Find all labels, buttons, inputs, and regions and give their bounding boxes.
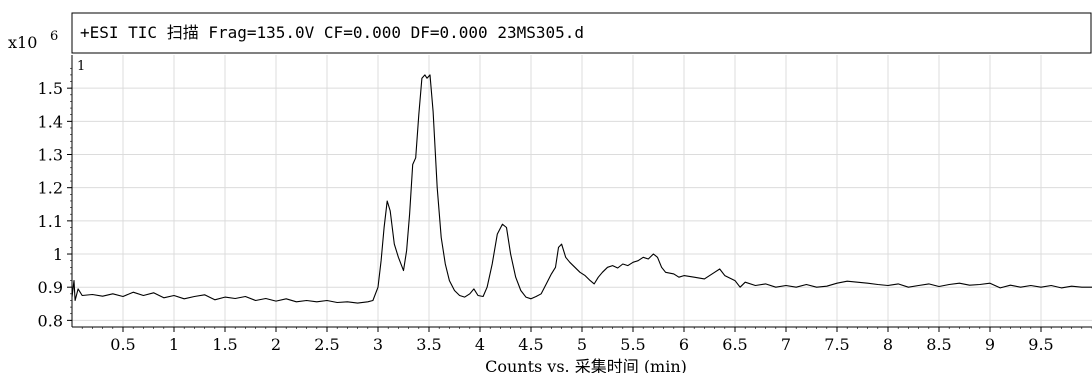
x-tick-label: 8 — [883, 335, 893, 354]
x-tick-label: 1 — [169, 335, 179, 354]
x-tick-label: 2.5 — [314, 335, 339, 354]
y-tick-label: 1.5 — [38, 79, 63, 98]
x-tick-label: 3 — [373, 335, 383, 354]
x-tick-label: 2 — [271, 335, 281, 354]
axes — [67, 55, 1092, 332]
y-tick-label: 1.3 — [38, 146, 63, 165]
tick-labels: 0.5 1 1.5 2 2.5 3 3.5 4 4.5 5 5.5 6 6.5 7 7.5 8 8.5 9 9.5 0… — [38, 79, 1054, 354]
y-tick-label: 0.9 — [38, 278, 63, 297]
chart-title: +ESI TIC 扫描 Frag=135.0V CF=0.000 DF=0.00… — [80, 23, 584, 42]
x-tick-label: 7 — [781, 335, 791, 354]
x-tick-label: 5 — [577, 335, 587, 354]
x-tick-label: 4 — [475, 335, 485, 354]
y-multiplier-label: x10 — [8, 33, 37, 52]
y-multiplier-exponent: 6 — [50, 29, 58, 44]
title-box — [71, 12, 1092, 54]
x-tick-label: 0.5 — [110, 335, 135, 354]
y-tick-label: 1.4 — [38, 112, 63, 131]
x-tick-label: 3.5 — [416, 335, 441, 354]
trace-index-label: 1 — [77, 59, 85, 74]
y-tick-label: 1 — [53, 245, 63, 264]
y-tick-label: 0.8 — [38, 311, 63, 330]
x-tick-label: 6 — [679, 335, 689, 354]
x-tick-label: 1.5 — [212, 335, 237, 354]
x-tick-label: 8.5 — [926, 335, 951, 354]
x-tick-label: 9 — [985, 335, 995, 354]
x-tick-label: 9.5 — [1028, 335, 1053, 354]
x-tick-label: 7.5 — [824, 335, 849, 354]
x-tick-label: 6.5 — [722, 335, 747, 354]
y-tick-label: 1.1 — [38, 212, 63, 231]
y-tick-label: 1.2 — [38, 179, 63, 198]
grid-lines — [72, 55, 1092, 327]
series-layer — [71, 74, 1092, 304]
x-axis-label: Counts vs. 采集时间 (min) — [485, 357, 687, 373]
x-tick-label: 4.5 — [518, 335, 543, 354]
x-tick-label: 5.5 — [620, 335, 645, 354]
tic-trace-line — [71, 74, 1092, 304]
